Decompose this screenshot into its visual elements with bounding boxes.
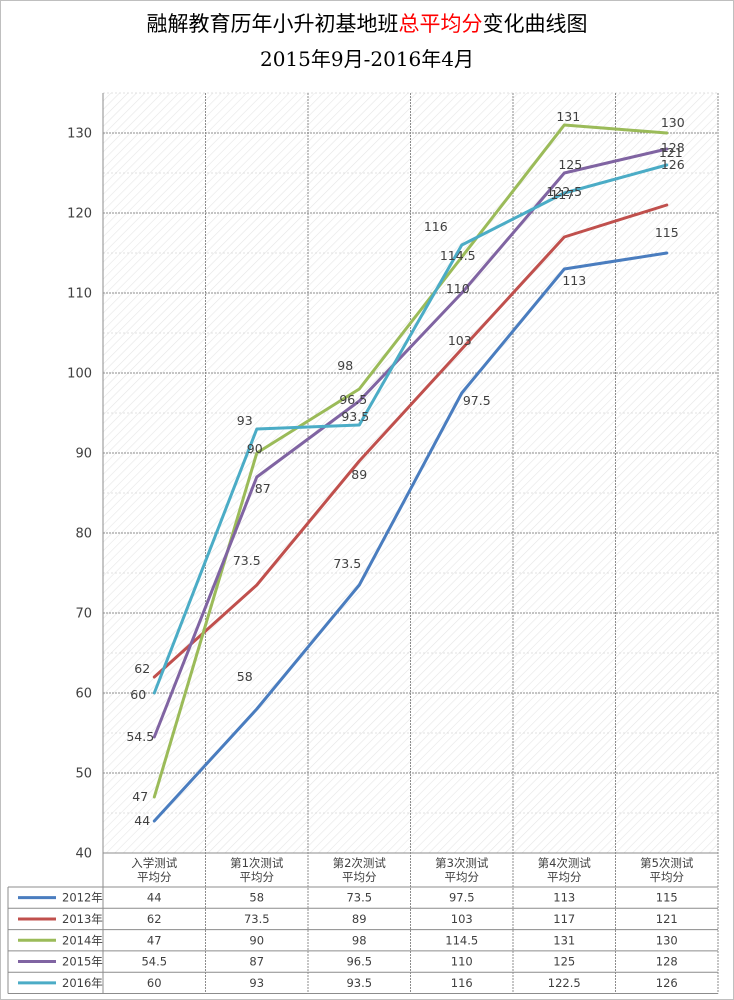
y-tick-label: 100 xyxy=(67,367,92,382)
data-label: 62 xyxy=(134,661,150,676)
legend-label: 2012年 xyxy=(62,891,103,905)
category-label: 入学测试 xyxy=(131,856,177,870)
y-tick-label: 80 xyxy=(75,527,92,542)
table-cell: 44 xyxy=(147,891,162,905)
table-cell: 125 xyxy=(553,955,575,969)
table-cell: 128 xyxy=(656,955,678,969)
data-label: 117 xyxy=(550,187,574,202)
data-label: 54.5 xyxy=(126,729,154,744)
legend-label: 2016年 xyxy=(62,976,103,990)
data-label: 130 xyxy=(661,115,685,130)
category-label: 第4次测试 xyxy=(538,856,592,870)
table-cell: 130 xyxy=(656,933,678,947)
y-tick-label: 40 xyxy=(75,847,92,862)
y-tick-label: 110 xyxy=(67,287,92,302)
data-label: 110 xyxy=(446,281,470,296)
table-cell: 73.5 xyxy=(244,912,270,926)
table-cell: 87 xyxy=(249,955,264,969)
table-cell: 98 xyxy=(352,933,367,947)
title-suffix: 变化曲线图 xyxy=(482,12,588,36)
table-cell: 58 xyxy=(249,891,264,905)
category-label: 第3次测试 xyxy=(435,856,489,870)
table-cell: 114.5 xyxy=(445,933,478,947)
table-cell: 122.5 xyxy=(548,976,581,990)
data-label: 121 xyxy=(659,145,683,160)
title-prefix: 融解教育历年小升初基地班 xyxy=(146,12,399,36)
chart-subtitle: 2015年9月-2016年4月 xyxy=(259,47,474,71)
category-label: 第5次测试 xyxy=(640,856,694,870)
table-cell: 97.5 xyxy=(449,891,475,905)
y-tick-label: 60 xyxy=(75,687,92,702)
y-tick-label: 120 xyxy=(67,207,92,222)
data-label: 128 xyxy=(661,140,685,155)
data-label: 73.5 xyxy=(233,553,261,568)
table-cell: 121 xyxy=(656,912,678,926)
table-cell: 126 xyxy=(656,976,678,990)
data-label: 115 xyxy=(655,225,679,240)
table-cell: 131 xyxy=(553,933,575,947)
data-label: 97.5 xyxy=(463,393,491,408)
category-label: 第2次测试 xyxy=(333,856,387,870)
table-cell: 116 xyxy=(451,976,473,990)
table-cell: 89 xyxy=(352,912,367,926)
category-label: 第1次测试 xyxy=(230,856,284,870)
data-label: 87 xyxy=(255,481,271,496)
data-label: 122.5 xyxy=(546,184,582,199)
table-cell: 62 xyxy=(147,912,162,926)
category-label: 平均分 xyxy=(240,870,275,884)
category-label: 平均分 xyxy=(342,870,377,884)
series-line xyxy=(152,203,669,679)
data-label: 116 xyxy=(424,219,448,234)
category-label: 平均分 xyxy=(445,870,480,884)
table-cell: 115 xyxy=(656,891,678,905)
data-label: 98 xyxy=(337,358,353,373)
y-tick-label: 50 xyxy=(75,767,92,782)
series-line xyxy=(152,147,669,739)
legend-label: 2015年 xyxy=(62,955,103,969)
y-tick-label: 70 xyxy=(75,607,92,622)
table-cell: 54.5 xyxy=(141,955,167,969)
data-label: 58 xyxy=(237,669,253,684)
category-label: 平均分 xyxy=(137,870,172,884)
data-label: 126 xyxy=(661,157,685,172)
table-cell: 73.5 xyxy=(346,891,372,905)
data-label: 96.5 xyxy=(339,392,367,407)
table-cell: 96.5 xyxy=(346,955,372,969)
data-label: 103 xyxy=(448,333,472,348)
table-cell: 110 xyxy=(451,955,473,969)
chart-title: 融解教育历年小升初基地班总平均分变化曲线图 xyxy=(0,8,734,38)
table-cell: 93 xyxy=(249,976,264,990)
data-label: 73.5 xyxy=(333,556,361,571)
category-label: 平均分 xyxy=(547,870,582,884)
table-cell: 93.5 xyxy=(346,976,372,990)
table-cell: 60 xyxy=(147,976,162,990)
series-line xyxy=(152,123,669,799)
table-cell: 113 xyxy=(553,891,575,905)
table-cell: 47 xyxy=(147,933,162,947)
data-label: 89 xyxy=(351,467,367,482)
y-tick-label: 130 xyxy=(67,127,92,142)
legend-label: 2013年 xyxy=(62,912,103,926)
legend-label: 2014年 xyxy=(62,933,103,947)
table-cell: 90 xyxy=(249,933,264,947)
data-label: 60 xyxy=(130,687,146,702)
data-label: 90 xyxy=(247,441,263,456)
data-label: 93.5 xyxy=(341,409,369,424)
data-label: 114.5 xyxy=(440,248,476,263)
data-label: 113 xyxy=(562,273,586,288)
title-highlight: 总平均分 xyxy=(398,12,483,36)
series-line xyxy=(152,163,669,695)
data-label: 47 xyxy=(132,789,148,804)
y-tick-label: 90 xyxy=(75,447,92,462)
series-line xyxy=(152,251,669,823)
data-label: 131 xyxy=(556,109,580,124)
table-cell: 103 xyxy=(451,912,473,926)
category-label: 平均分 xyxy=(650,870,685,884)
data-label: 125 xyxy=(558,157,582,172)
table-cell: 117 xyxy=(553,912,575,926)
data-label: 44 xyxy=(134,813,150,828)
data-label: 93 xyxy=(237,413,253,428)
